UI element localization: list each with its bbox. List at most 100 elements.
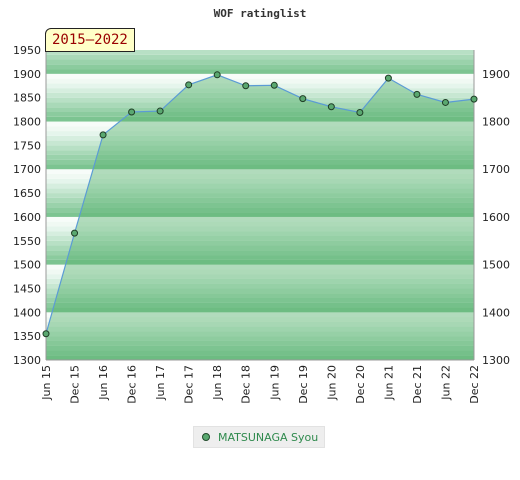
data-points [42,71,478,338]
x-tick-label: Dec 21 [411,365,424,404]
y-tick-label-right: 1900 [482,68,510,81]
background-band [46,197,474,203]
background-band [46,92,474,98]
x-tick-label: Dec 17 [183,365,196,404]
background-band [46,345,474,351]
background-band [46,207,474,213]
background-band [46,269,474,275]
y-tick-label-left: 1950 [13,44,41,57]
background-band [46,121,474,127]
background-band [46,278,474,284]
y-tick-label-right: 1800 [482,116,510,129]
background-band [46,78,474,84]
background-band [46,88,474,93]
background-band [46,317,474,322]
background-band [46,50,474,55]
background-band [46,73,474,79]
data-point [71,229,79,237]
background-band [46,59,474,65]
background-band [46,298,474,303]
background-band [46,350,474,356]
y-tick-label-left: 1850 [13,92,41,105]
x-tick-label: Jun 16 [97,365,110,401]
background-band [46,116,474,122]
data-point [441,98,449,106]
background-bands [46,50,474,360]
period-badge: 2015–2022 [45,28,135,52]
background-band [46,312,474,318]
background-band [46,140,474,146]
background-band [46,255,474,260]
data-point [356,108,364,116]
background-band [46,288,474,294]
background-band [46,259,474,265]
data-point [327,103,335,111]
background-band [46,283,474,289]
series-area [46,74,474,361]
x-tick-label: Jun 20 [325,365,338,401]
background-band [46,178,474,184]
background-band [46,169,474,174]
background-band [46,245,474,251]
background-band [46,331,474,337]
background-band [46,193,474,198]
background-band [46,321,474,327]
y-tick-label-left: 1900 [13,68,41,81]
x-tick-label: Dec 18 [240,365,253,404]
background-band [46,54,474,60]
background-band [46,64,474,70]
background-band [46,236,474,241]
background-band [46,159,474,165]
y-tick-label-left: 1750 [13,139,41,152]
x-tick-label: Dec 22 [468,365,481,404]
x-tick-label: Jun 18 [211,365,224,401]
y-tick-label-left: 1700 [13,163,41,176]
x-tick-label: Dec 16 [126,365,139,404]
data-point [413,90,421,98]
y-tick-label-right: 1700 [482,163,510,176]
y-axis-labels: 1300 1350 1400 1450 1500 1550 1600 1650 1700 1750… [13,44,510,367]
background-band [46,274,474,279]
background-band [46,102,474,108]
background-band [46,221,474,227]
background-band [46,212,474,217]
background-band [46,164,474,170]
background-band [46,202,474,208]
y-tick-label-left: 1300 [13,354,41,367]
data-point [42,330,50,338]
background-band [46,264,474,270]
data-point [242,82,250,90]
background-band [46,107,474,112]
background-band [46,150,474,155]
data-point [99,131,107,139]
background-band [46,145,474,151]
background-band [46,135,474,141]
x-axis-labels: Jun 15 Dec 15 Jun 16 Dec 16 Jun 17 Dec 17 Jun … [40,365,481,404]
background-band [46,336,474,341]
x-tick-label: Jun 19 [268,365,281,401]
background-band [46,183,474,189]
background-band [46,355,474,360]
x-tick-label: Dec 15 [69,365,82,404]
x-tick-label: Jun 17 [154,365,167,401]
background-band [46,250,474,256]
y-tick-label-left: 1400 [13,306,41,319]
background-band [46,69,474,74]
area-layer [45,74,475,361]
legend[interactable]: MATSUNAGA Syou [193,426,326,448]
y-tick-label-right: 1500 [482,259,510,272]
data-point [156,107,164,115]
background-band [46,174,474,179]
x-tick-label: Dec 19 [297,365,310,404]
background-band [46,231,474,236]
y-tick-label-left: 1500 [13,259,41,272]
background-band [46,340,474,346]
x-tick-label: Dec 20 [354,365,367,404]
y-tick-label-left: 1450 [13,282,41,295]
background-band [46,216,474,222]
background-band [46,112,474,117]
data-point [128,108,136,116]
data-point [470,95,478,103]
legend-marker-icon [202,433,210,441]
y-tick-label-left: 1800 [13,116,41,129]
